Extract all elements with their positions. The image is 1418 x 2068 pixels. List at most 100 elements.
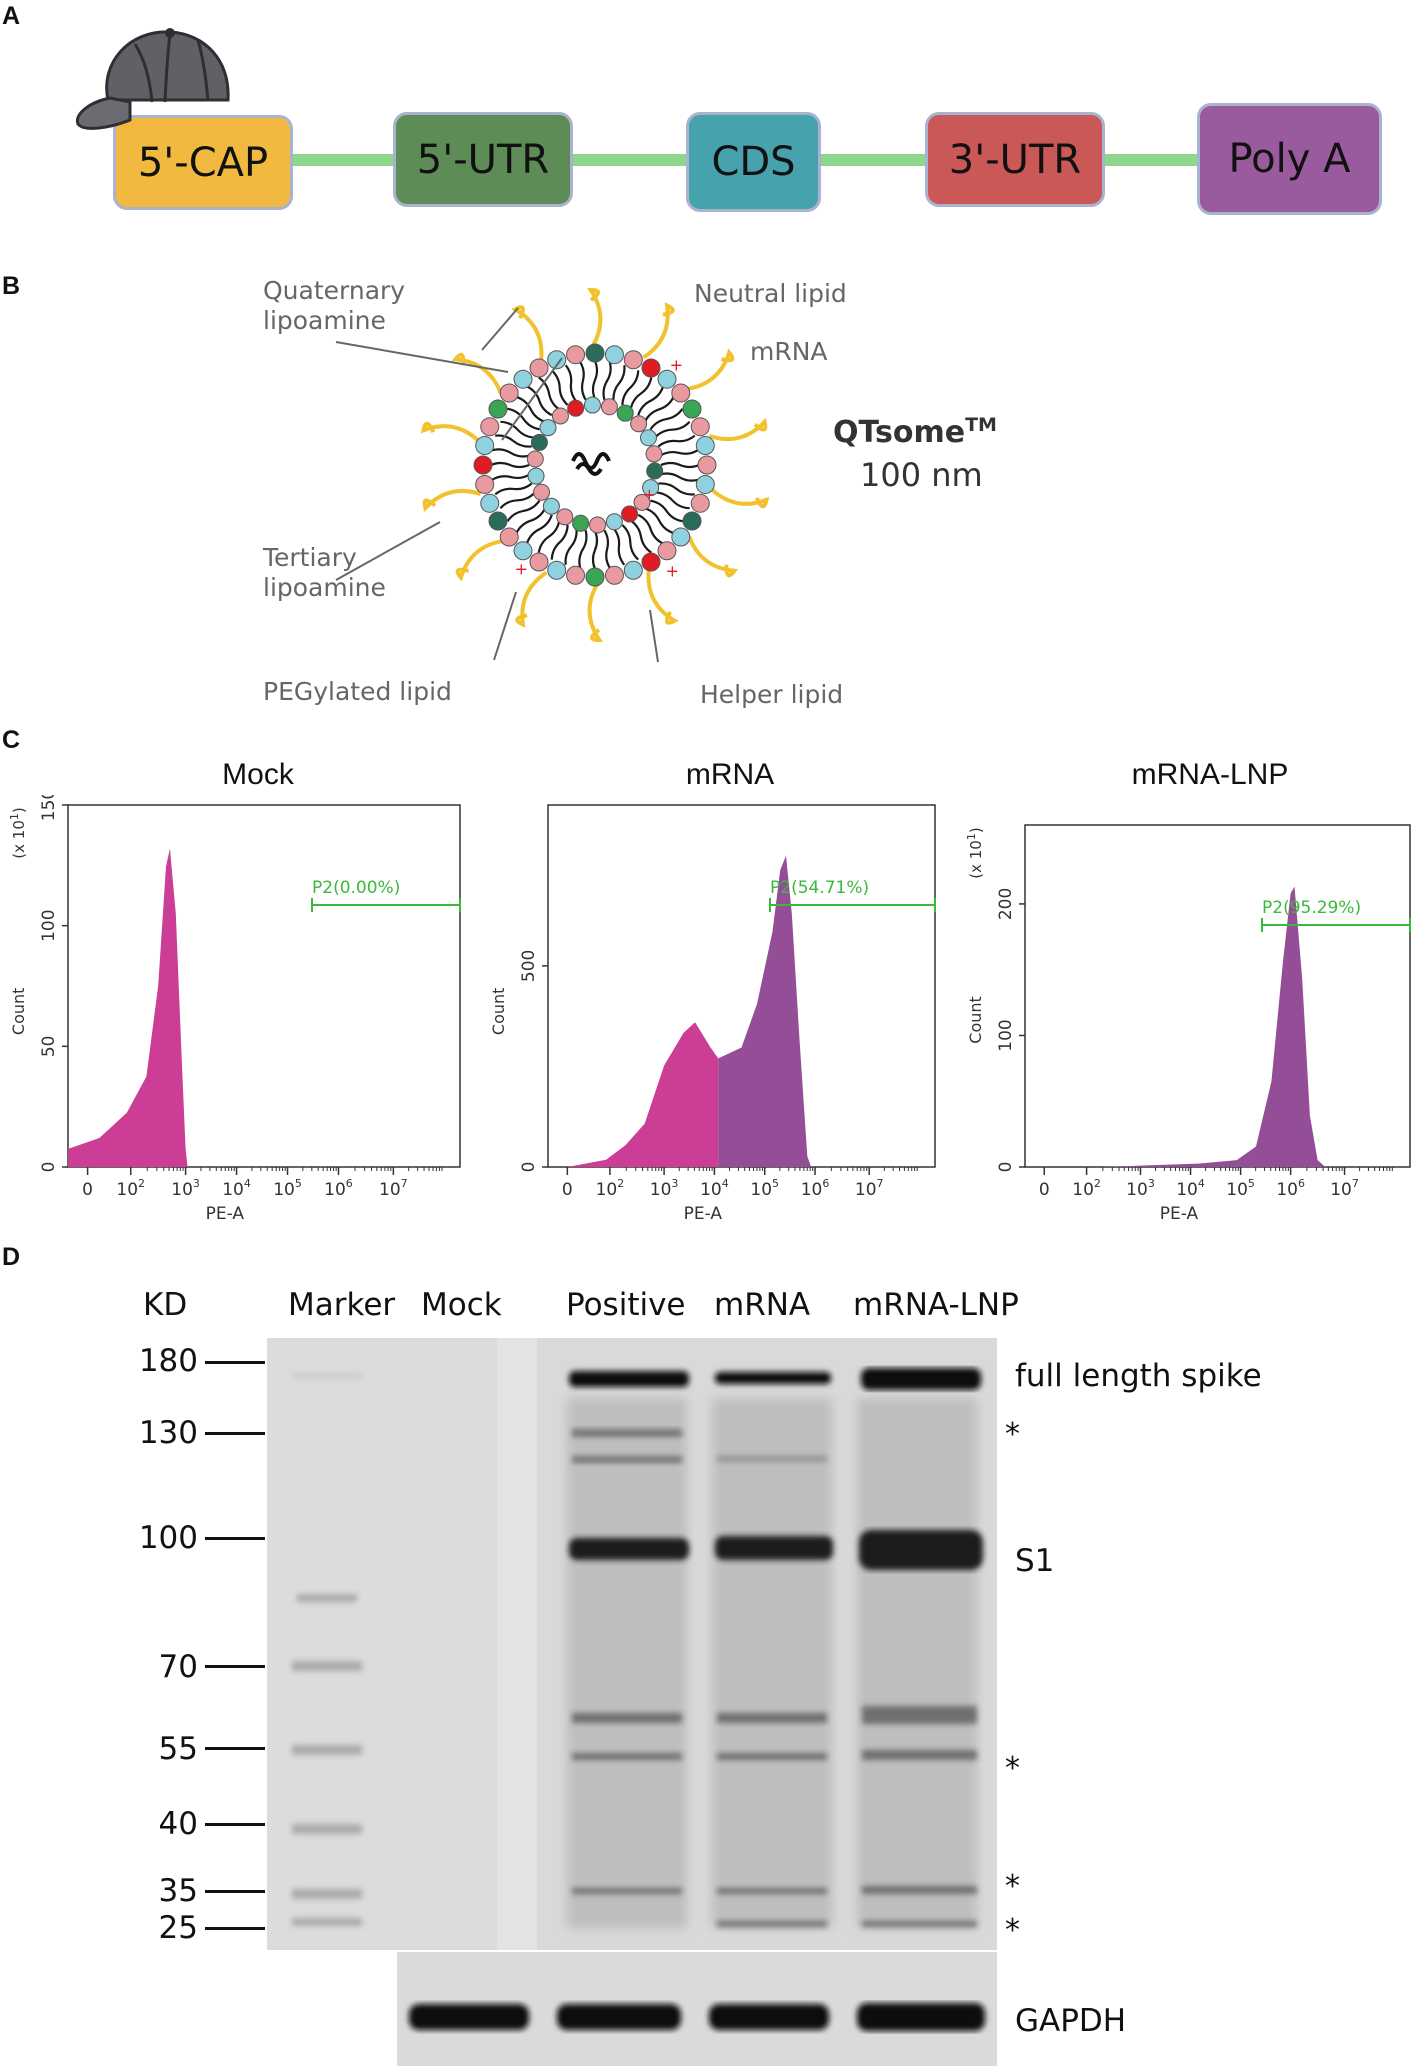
lipid-tail [537, 520, 561, 553]
panel-letter-b: B [2, 272, 21, 300]
lipid-head-outer [566, 565, 586, 585]
x-axis-label: PE-A [684, 1204, 723, 1224]
lipid-head-outer [695, 436, 715, 456]
blot-main [267, 1338, 997, 1950]
peg-chain [515, 570, 548, 628]
lipid-head-outer [475, 436, 495, 456]
lipid-tail [494, 482, 533, 496]
lipid-head-outer [529, 358, 549, 378]
x-tick-label: 107 [855, 1177, 884, 1200]
label-quaternary: Quaternary lipoamine [263, 276, 406, 335]
lipid-tail [657, 434, 696, 448]
lipid-head-outer [585, 343, 605, 363]
x-tick-label: 104 [700, 1177, 729, 1200]
flow-title-mock: Mock [222, 758, 294, 791]
lipid-head-outer [499, 527, 519, 547]
kd-tick-25 [205, 1927, 265, 1930]
lipid-tail [654, 491, 690, 510]
lipid-head-outer [682, 399, 702, 419]
lipid-head-outer [690, 417, 710, 437]
x-tick-label: 106 [324, 1177, 353, 1200]
peg-chain [646, 569, 679, 625]
lipid-head-inner [572, 514, 590, 532]
lipid-tail [516, 395, 546, 423]
box-3-utr-label: 3'-UTR [948, 136, 1082, 183]
qtsome-leader-lines [335, 307, 659, 663]
lipid-head-outer [585, 567, 605, 587]
kd-marker-25: 25 [158, 1910, 198, 1946]
lipid-head-outer [480, 417, 500, 437]
charge-plus: + [515, 559, 528, 578]
annotation-gapdh: GAPDH [1015, 2003, 1127, 2039]
blot-gapdh [397, 1952, 997, 2066]
x-tick-label: 106 [801, 1177, 830, 1200]
histogram-negative [567, 1022, 719, 1167]
y-tick-label: 200 [996, 888, 1016, 920]
lipid-head-inner [530, 433, 548, 451]
lipid-head-outer [623, 560, 643, 580]
lipid-head-outer [473, 455, 493, 475]
lipid-tail [612, 365, 626, 402]
lipid-tail [603, 529, 611, 569]
lipid-tail [649, 408, 684, 430]
panel-letter-d: D [2, 1243, 21, 1271]
lipid-tail [643, 396, 675, 423]
y-axis-label: Count [9, 988, 28, 1036]
lipid-head-outer [480, 493, 500, 513]
x-axis-label: PE-A [1160, 1204, 1199, 1224]
box-5-utr-label: 5'-UTR [416, 136, 550, 183]
peg-chain [451, 352, 503, 395]
histogram-positive [1102, 886, 1326, 1167]
lipid-head-outer [623, 350, 643, 370]
peg-chain [709, 486, 770, 509]
box-poly-a: Poly A [1197, 103, 1382, 215]
label-neutral-lipid: Neutral lipid [694, 279, 847, 308]
charge-plus: + [666, 562, 679, 581]
x-tick-label: 104 [222, 1177, 251, 1200]
gate-label: P2(54.71%) [770, 878, 869, 898]
kd-marker-100: 100 [138, 1520, 198, 1556]
peg-chain [642, 302, 675, 360]
lipid-tail [564, 364, 578, 403]
y-scale-label: (x 101) [8, 807, 28, 858]
lipid-head-inner [539, 419, 557, 437]
lipid-tail [500, 420, 536, 439]
lipid-head-outer [488, 511, 508, 531]
lipid-tail [591, 530, 599, 570]
lipid-tail [491, 473, 531, 481]
y-tick-label: 150 [39, 795, 59, 821]
lipid-head-inner [556, 508, 574, 526]
lipid-tail [650, 499, 683, 523]
lipid-head-inner [642, 479, 660, 497]
flow-histogram-mock: 0 50 100 150 Count (x 101) 0 102 103 104 105 106 107… [8, 795, 461, 1224]
lipid-head-outer [657, 369, 677, 389]
peg-chain [687, 535, 739, 578]
lipid-tail [621, 370, 640, 406]
lipid-head-outer [671, 527, 691, 547]
lipid-head-outer [488, 399, 508, 419]
x-tick-label: 0 [82, 1180, 93, 1200]
kd-marker-180: 180 [138, 1343, 198, 1379]
lipid-head-inner [526, 450, 544, 468]
y-axis-label: Count [966, 996, 985, 1044]
lipid-head-inner [621, 505, 639, 523]
box-cds: CDS [686, 112, 821, 212]
y-axis-label: Count [489, 988, 508, 1036]
lipid-head-outer [657, 541, 677, 561]
box-poly-a-label: Poly A [1228, 136, 1351, 182]
lipid-tail [621, 524, 639, 561]
kd-tick-35 [205, 1890, 265, 1893]
kd-header: KD [143, 1287, 188, 1323]
lipid-tail [490, 461, 530, 469]
peg-chain [587, 581, 603, 642]
lipid-head-outer [682, 511, 702, 531]
lipid-tail [660, 472, 699, 482]
lipid-head-inner [645, 445, 663, 463]
lipid-tail [526, 385, 553, 417]
lipid-tail [499, 491, 536, 509]
label-helper-lipid: Helper lipid [700, 680, 844, 709]
qtsome-particle: + + + + + [420, 288, 770, 642]
peg-chain [455, 538, 505, 582]
y-tick-label: 50 [39, 1036, 59, 1058]
flow-histogram-mrna-lnp: 0 100 200 Count (x 101) 0 102 103 104 105 106 107 PE… [965, 824, 1411, 1224]
